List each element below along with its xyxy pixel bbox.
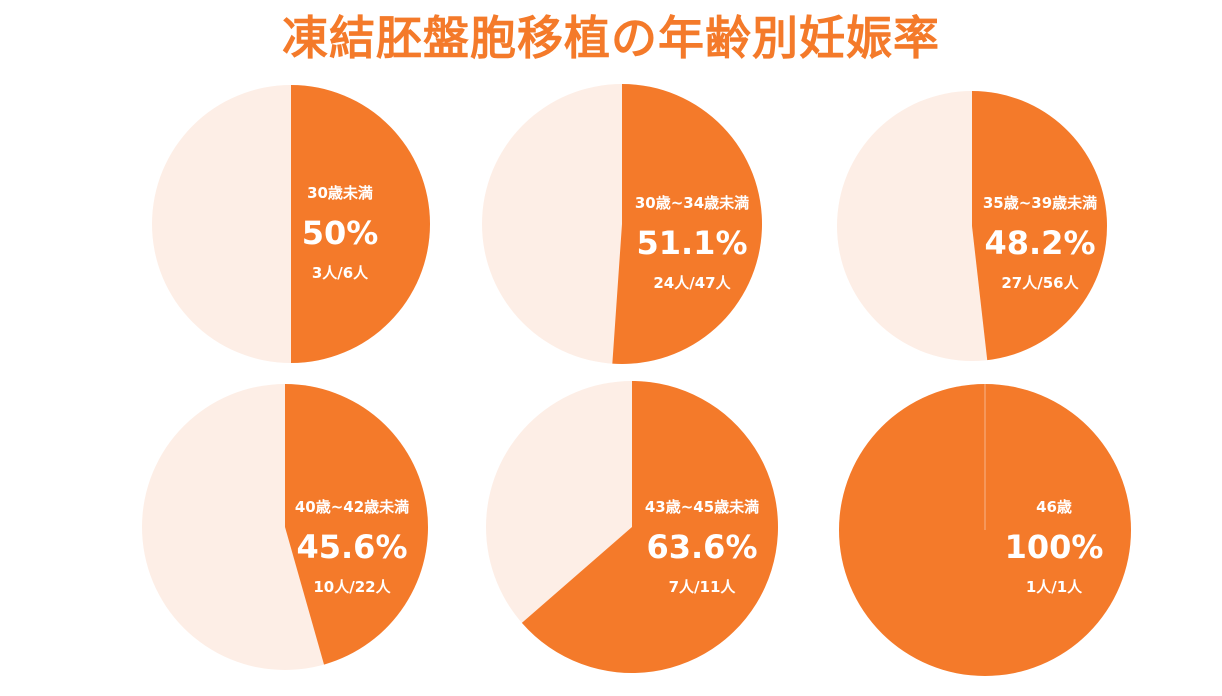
- pie-slice-value: [291, 85, 430, 363]
- pie-chart: 30歳未満 50% 3人/6人: [152, 85, 430, 363]
- pie-percent-label: 50%: [302, 214, 379, 252]
- pie-chart: 46歳 100% 1人/1人: [839, 384, 1131, 676]
- pie-slice-value: [612, 84, 763, 364]
- pie-percent-label: 100%: [1005, 528, 1104, 566]
- pie-category-label: 35歳~39歳未満: [983, 194, 1097, 212]
- pie-category-label: 40歳~42歳未満: [295, 498, 409, 516]
- pie-slice-value: [521, 381, 779, 674]
- pie-category-label: 30歳未満: [307, 184, 373, 202]
- pie-slice-value: [972, 91, 1107, 361]
- pie-percent-label: 48.2%: [984, 224, 1095, 262]
- pie-percent-label: 63.6%: [646, 528, 757, 566]
- pie-category-label: 30歳~34歳未満: [635, 194, 749, 212]
- pie-chart: 40歳~42歳未満 45.6% 10人/22人: [142, 384, 428, 670]
- pie-percent-label: 45.6%: [296, 528, 407, 566]
- pie-slice-value: [285, 384, 428, 665]
- pie-count-label: 10人/22人: [313, 578, 391, 596]
- pie-count-label: 7人/11人: [669, 578, 737, 596]
- pie-chart: 30歳~34歳未満 51.1% 24人/47人: [482, 84, 763, 364]
- chart-title: 凍結胚盤胞移植の年齢別妊娠率: [282, 11, 940, 65]
- pie-count-label: 27人/56人: [1001, 274, 1079, 292]
- pie-count-label: 1人/1人: [1026, 578, 1083, 596]
- pie-chart: 35歳~39歳未満 48.2% 27人/56人: [837, 91, 1107, 361]
- pie-category-label: 46歳: [1036, 498, 1072, 516]
- pie-percent-label: 51.1%: [636, 224, 747, 262]
- pie-category-label: 43歳~45歳未満: [645, 498, 759, 516]
- pie-count-label: 3人/6人: [312, 264, 369, 282]
- pie-chart: 43歳~45歳未満 63.6% 7人/11人: [486, 381, 779, 674]
- pie-count-label: 24人/47人: [653, 274, 731, 292]
